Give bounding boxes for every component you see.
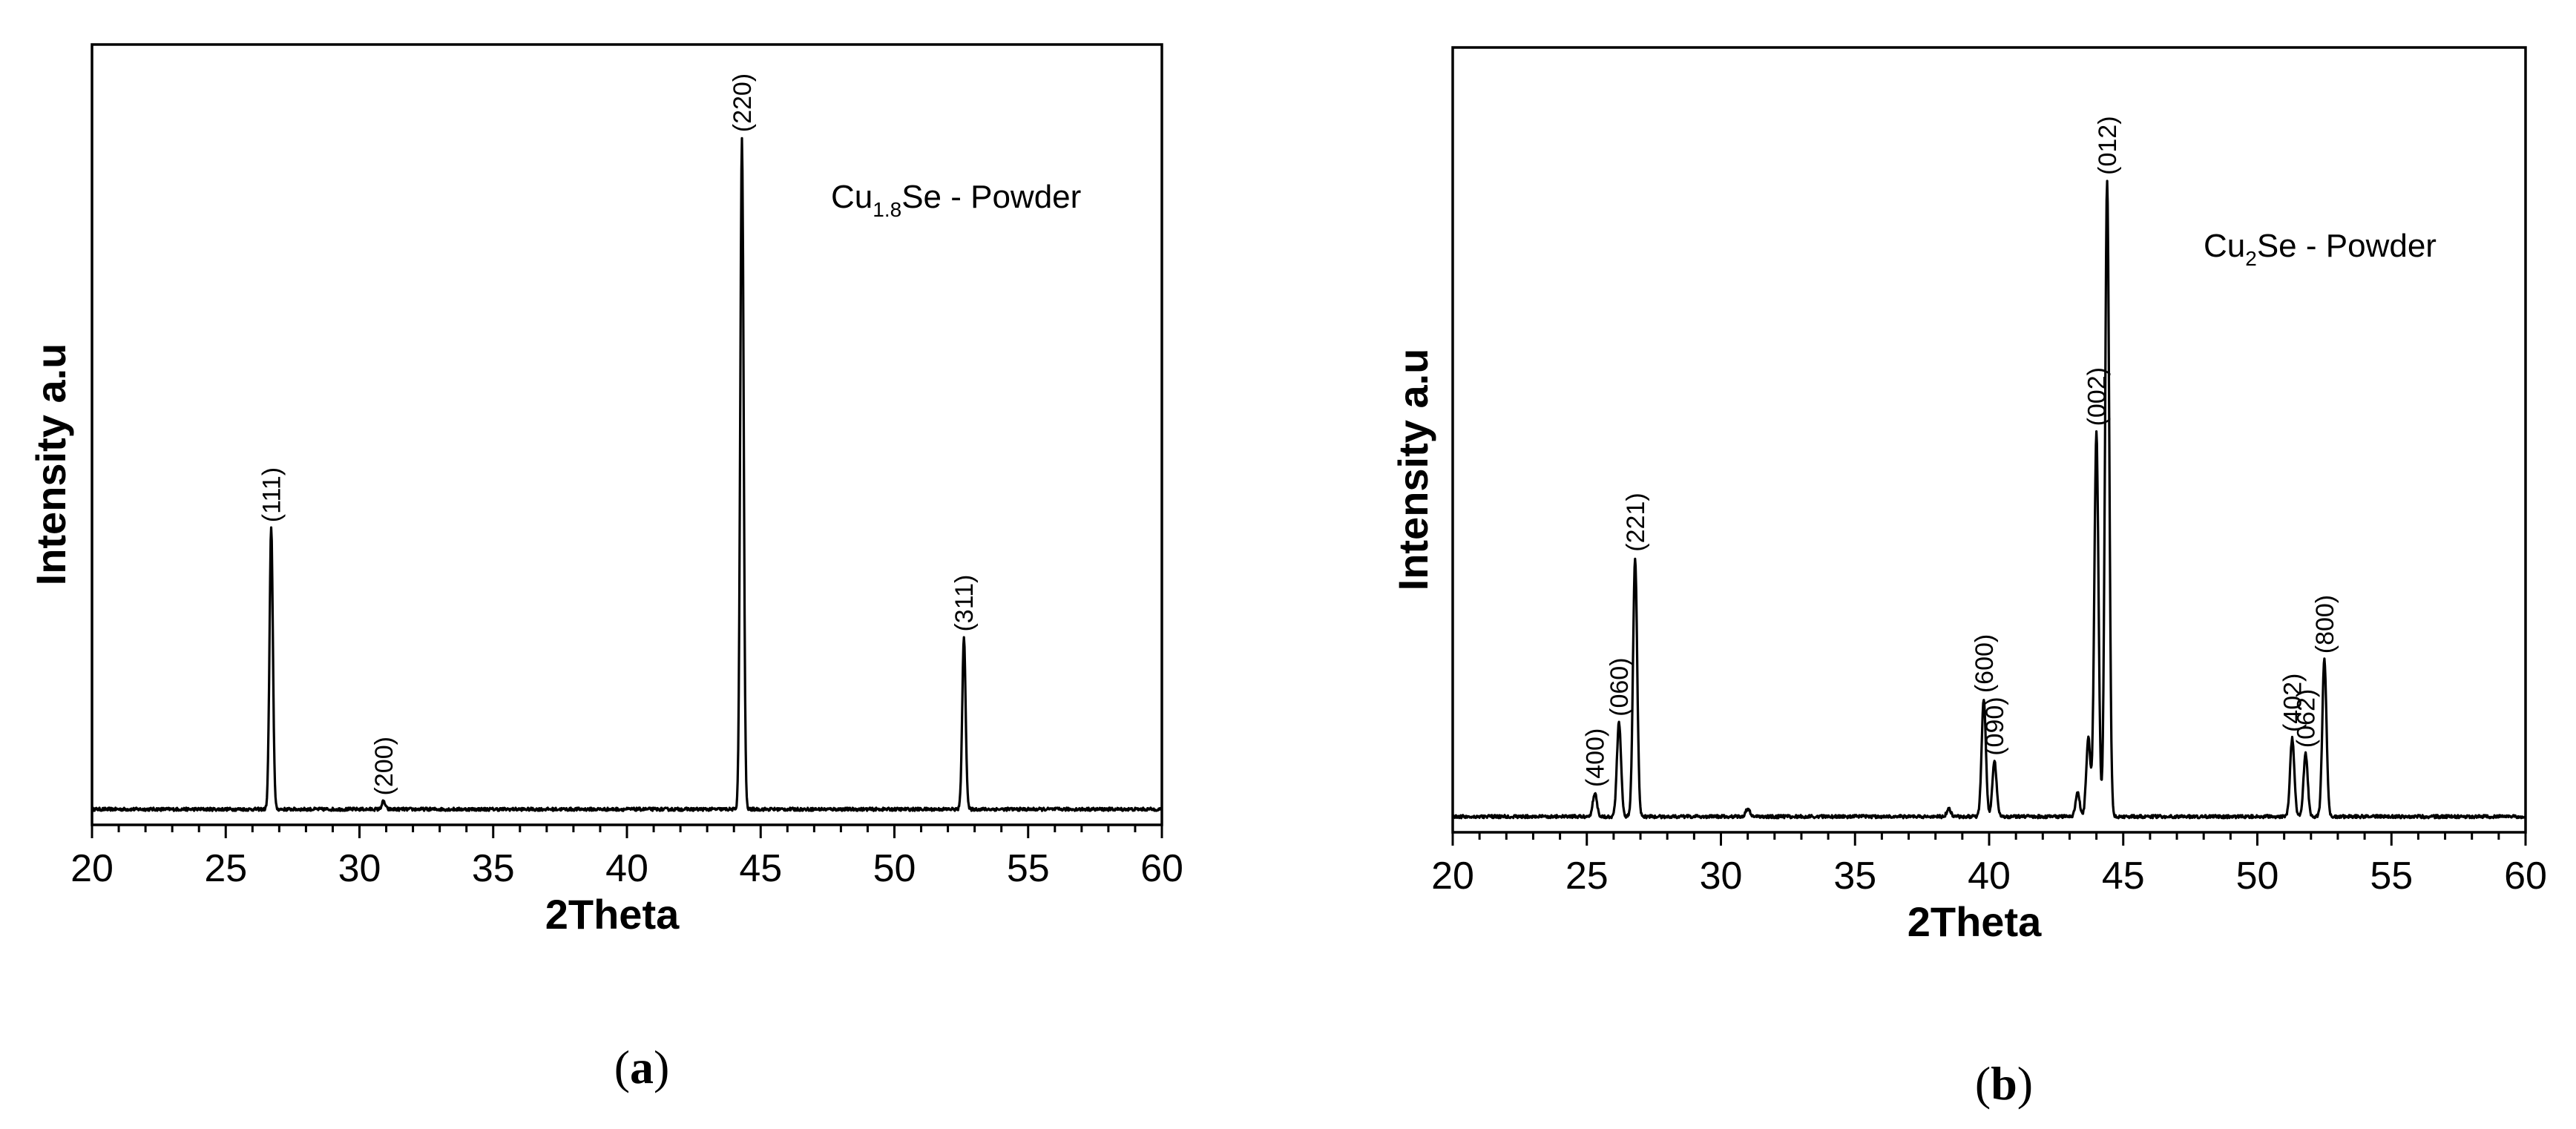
x-tick-label: 40	[605, 847, 648, 890]
peak-label: (111)	[258, 467, 286, 522]
x-tick-label: 25	[204, 847, 247, 890]
peak-label: (002)	[2083, 367, 2112, 426]
panel-caption: (a)	[614, 1041, 670, 1093]
plot-frame	[91, 43, 1163, 826]
annotation-prefix: Cu	[831, 179, 873, 215]
peak-label: (090)	[1981, 697, 2009, 755]
x-axis-title: 2Theta	[545, 891, 680, 938]
caption-open: (	[614, 1041, 630, 1093]
x-tick-label: 40	[1968, 855, 2011, 898]
peak-label: (060)	[1606, 658, 1634, 717]
annotation-prefix: Cu	[2204, 228, 2245, 264]
x-tick-label: 55	[1007, 847, 1050, 890]
caption-open: (	[1975, 1057, 1991, 1110]
chart-panel-b: (400)(060)(221)(600)(090)(002)(012)(402)…	[1390, 46, 2547, 1110]
chart-panel-a: (111) (200) (220) (311) 20 25 30 35 40 45 50 55 60 2T…	[27, 43, 1183, 1093]
panel-caption: (b)	[1975, 1057, 2033, 1110]
x-tick-label: 20	[70, 847, 114, 890]
x-tick-label: 20	[1431, 855, 1474, 898]
annotation-subscript: 2	[2245, 247, 2257, 270]
x-tick-label: 60	[2504, 855, 2547, 898]
caption-close: )	[654, 1041, 669, 1093]
y-axis-title: Intensity a.u	[27, 343, 74, 586]
peak-label: (400)	[1582, 728, 1610, 787]
annotation-suffix: Se - Powder	[901, 179, 1081, 215]
x-tick-label: 30	[1700, 855, 1743, 898]
x-tick-label: 35	[1833, 855, 1876, 898]
x-tick-label: 50	[2236, 855, 2279, 898]
annotation-subscript: 1.8	[873, 198, 901, 221]
peak-label: (402)	[2278, 674, 2307, 732]
x-tick-label: 30	[338, 847, 381, 890]
x-tick-label: 25	[1565, 855, 1609, 898]
x-tick-label: 60	[1140, 847, 1183, 890]
x-tick-label: 45	[739, 847, 782, 890]
x-tick-label: 35	[472, 847, 515, 890]
x-axis-title: 2Theta	[1908, 898, 2042, 945]
peak-label: (200)	[370, 737, 398, 795]
y-axis-title: Intensity a.u	[1390, 349, 1436, 591]
sample-annotation: Cu1.8Se - Powder	[831, 179, 1081, 221]
x-tick-label: 45	[2102, 855, 2145, 898]
caption-letter: b	[1991, 1057, 2017, 1110]
caption-close: )	[2017, 1057, 2033, 1110]
peak-label: (062)	[2293, 689, 2321, 748]
x-tick-label: 50	[873, 847, 916, 890]
spectrum-line	[91, 136, 1163, 812]
peak-label: (311)	[950, 575, 979, 632]
peak-label: (220)	[729, 73, 757, 132]
peak-label: (600)	[1971, 634, 1999, 693]
sample-annotation: Cu2Se - Powder	[2204, 228, 2437, 270]
x-tick-label: 55	[2370, 855, 2413, 898]
caption-letter: a	[630, 1041, 654, 1093]
peak-label: (221)	[1622, 493, 1650, 551]
peak-label: (012)	[2094, 116, 2122, 174]
spectrum-line	[1451, 180, 2526, 820]
peak-label: (800)	[2311, 595, 2339, 654]
annotation-suffix: Se - Powder	[2257, 228, 2437, 264]
